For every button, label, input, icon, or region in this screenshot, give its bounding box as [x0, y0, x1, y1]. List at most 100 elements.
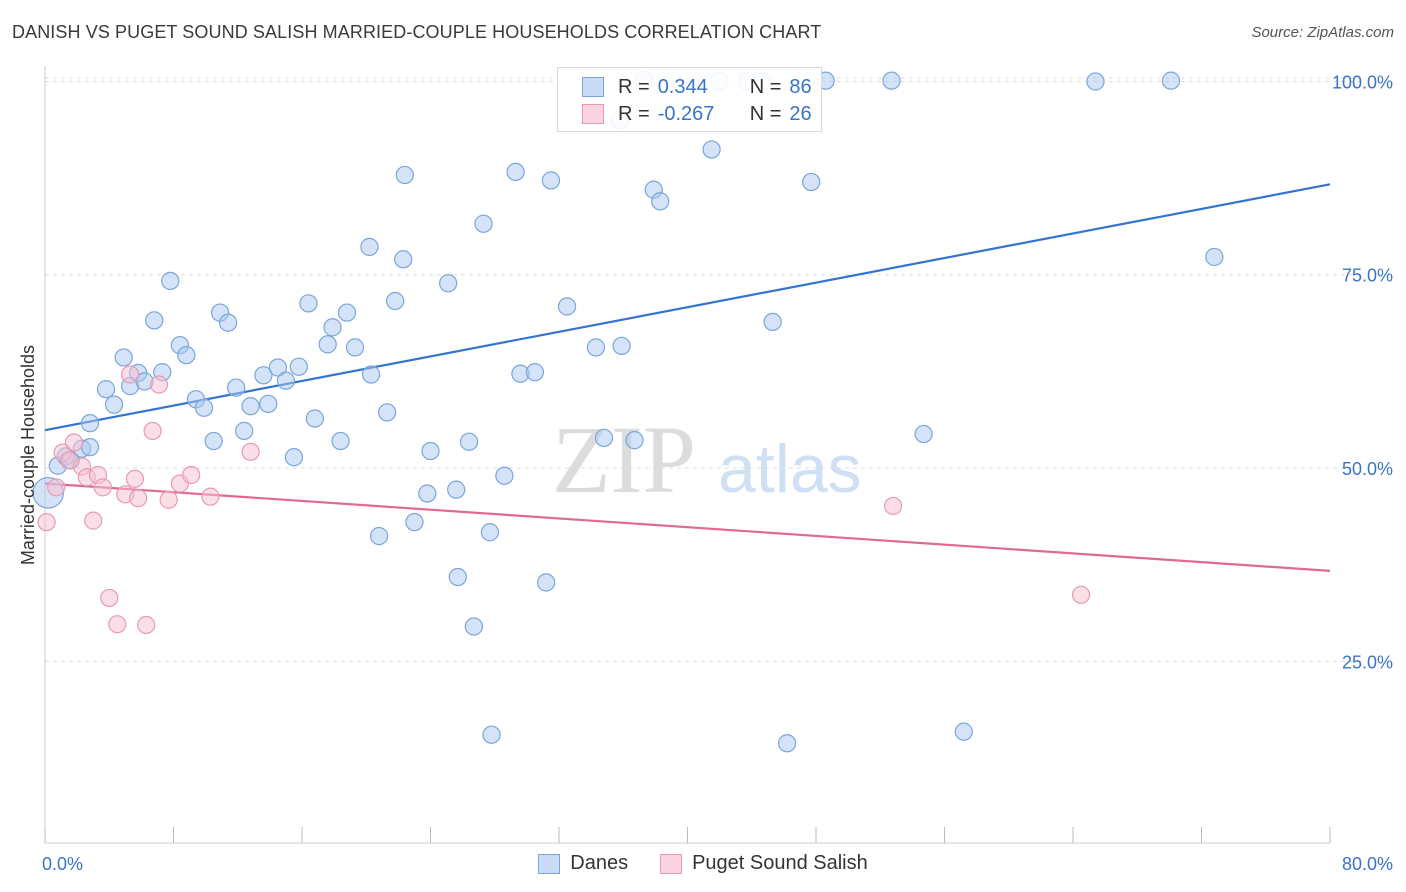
danes-point	[226, 378, 246, 397]
salish-point	[1071, 585, 1091, 604]
salish-swatch	[582, 104, 604, 124]
danes-legend-label: Danes	[570, 852, 629, 874]
danes-trend-line	[44, 183, 1331, 432]
salish-point	[64, 433, 84, 452]
salish-point	[182, 465, 201, 485]
chart-title: DANISH VS PUGET SOUND SALISH MARRIED-COU…	[12, 22, 822, 42]
legend-row-danes: R = 0.344 N = 86	[582, 75, 812, 99]
salish-legend-swatch	[660, 853, 683, 874]
salish-point	[125, 469, 145, 488]
danes-point	[114, 348, 133, 367]
danes-point	[777, 734, 797, 753]
danes-point	[104, 395, 124, 414]
danes-point	[482, 725, 501, 744]
danes-point	[194, 398, 214, 417]
danes-point	[318, 335, 337, 354]
danes-point	[421, 441, 440, 461]
danes-point	[323, 318, 342, 337]
salish-point	[100, 588, 119, 608]
danes-point	[218, 313, 238, 332]
salish-point	[201, 487, 220, 506]
legend-row-salish: R = -0.267 N = 26	[582, 102, 812, 126]
salish-point	[108, 615, 127, 634]
watermark-atlas: atlas	[718, 431, 862, 507]
danes-point	[439, 274, 458, 293]
danes-point	[557, 297, 577, 316]
danes-point	[369, 526, 389, 546]
danes-point	[541, 171, 561, 190]
salish-r-value: -0.267	[657, 102, 715, 125]
salish-r-label: R =	[618, 102, 650, 125]
danes-point	[241, 397, 260, 416]
axis-layer	[44, 66, 1331, 844]
watermark-zip: ZIP	[552, 406, 696, 513]
danes-point	[914, 424, 933, 444]
danes-point	[594, 428, 614, 448]
x-tick-label: 0.0%	[42, 854, 83, 874]
danes-point	[254, 366, 273, 385]
danes-point	[345, 338, 365, 357]
legend-item-danes: Danes	[538, 852, 628, 875]
salish-point	[241, 442, 260, 461]
danes-point	[289, 357, 308, 376]
danes-point	[305, 409, 325, 428]
watermark: ZIP atlas	[552, 406, 862, 513]
danes-point	[386, 291, 405, 311]
danes-point	[464, 617, 484, 636]
danes-point	[337, 303, 357, 322]
danes-point	[802, 172, 821, 192]
tick-label-layer: 100.0% 75.0% 50.0% 25.0% 0.0% 80.0%	[42, 72, 1393, 874]
salish-trend-line	[44, 482, 1331, 572]
danes-point	[204, 431, 223, 451]
danes-point	[96, 380, 116, 399]
danes-point	[360, 237, 379, 257]
danes-r-value: 0.344	[657, 75, 708, 98]
danes-point	[651, 192, 670, 211]
salish-point	[47, 478, 66, 497]
danes-point	[1205, 247, 1224, 267]
danes-point	[161, 271, 180, 291]
x-tick-label: 80.0%	[1342, 854, 1393, 874]
danes-point	[331, 431, 350, 451]
danes-point	[80, 414, 100, 433]
danes-n-value: 86	[789, 75, 812, 98]
salish-point	[883, 496, 903, 516]
legend-item-salish: Puget Sound Salish	[660, 852, 868, 875]
danes-point	[506, 162, 525, 182]
salish-point	[84, 511, 103, 530]
danes-point	[525, 363, 545, 382]
danes-point	[284, 448, 304, 467]
stats-legend: R = 0.344 N = 86 R = -0.267 N = 26	[557, 67, 822, 132]
danes-point	[1161, 71, 1181, 90]
danes-point	[480, 523, 500, 542]
danes-point	[459, 432, 479, 451]
danes-point	[394, 250, 413, 269]
danes-point	[395, 165, 414, 185]
salish-point	[37, 513, 56, 532]
danes-point	[268, 358, 288, 377]
trend-layer	[44, 183, 1331, 572]
y-axis-label: Married-couple Households	[18, 345, 38, 565]
danes-point	[259, 394, 278, 414]
salish-point	[129, 489, 148, 508]
danes-point	[495, 466, 514, 485]
danes-point	[1086, 72, 1105, 91]
salish-n-value: 26	[789, 102, 812, 125]
danes-point	[276, 371, 296, 390]
y-tick-label: 100.0%	[1332, 72, 1393, 92]
series-legend: Danes Puget Sound Salish	[0, 852, 1406, 875]
danes-point	[235, 421, 254, 441]
danes-point	[625, 431, 644, 450]
danes-point	[702, 140, 721, 159]
danes-swatch	[582, 77, 604, 97]
salish-point	[143, 421, 162, 441]
danes-point	[377, 403, 397, 422]
salish-point	[93, 478, 112, 497]
danes-point	[361, 365, 381, 384]
danes-point	[299, 294, 318, 313]
danes-n-label: N =	[749, 75, 782, 98]
danes-point	[447, 480, 466, 499]
danes-point	[882, 71, 901, 90]
danes-point	[145, 311, 164, 330]
